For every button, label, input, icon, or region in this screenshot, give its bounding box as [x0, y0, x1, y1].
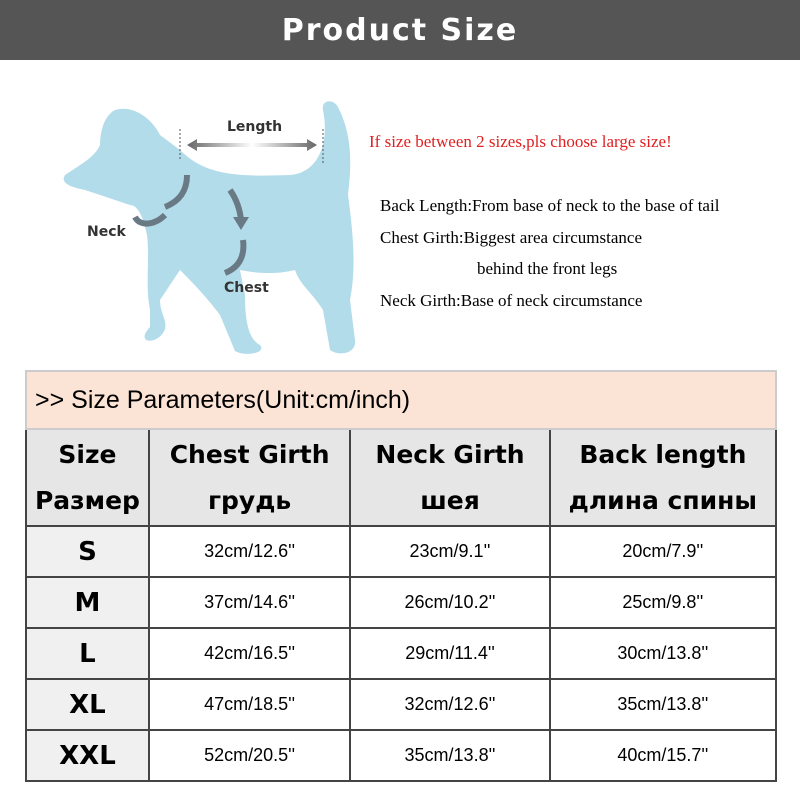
table-row: M 37cm/14.6'' 26cm/10.2'' 25cm/9.8'' [25, 576, 778, 629]
header-size: Size Размер [25, 428, 150, 527]
length-label: Length [227, 119, 283, 135]
size-cell: XL [25, 678, 150, 731]
back-length-description: Back Length:From base of neck to the bas… [380, 196, 720, 215]
page-title: Product Size [0, 0, 800, 60]
table-header-row: Size Размер Chest Girth грудь Neck Girth ше… [25, 428, 778, 527]
chest-girth-cell: 42cm/16.5'' [147, 627, 352, 680]
size-notice: If size between 2 sizes,pls choose large… [369, 132, 672, 151]
table-row: XXL 52cm/20.5'' 35cm/13.8'' 40cm/15.7'' [25, 729, 778, 782]
size-table: >> Size Parameters(Unit:cm/inch) Size Раз… [25, 370, 778, 782]
neck-arrow-icon [163, 174, 190, 210]
back-length-cell: 40cm/15.7'' [548, 729, 778, 782]
length-arrow-icon [187, 139, 317, 151]
neck-girth-cell: 26cm/10.2'' [349, 576, 551, 629]
neck-label: Neck [87, 224, 126, 240]
chest-girth-description: Chest Girth:Biggest area circumstance [380, 228, 642, 247]
chest-girth-cell: 47cm/18.5'' [147, 678, 352, 731]
neck-girth-cell: 23cm/9.1'' [349, 525, 551, 578]
neck-girth-cell: 32cm/12.6'' [349, 678, 551, 731]
back-length-cell: 30cm/13.8'' [548, 627, 778, 680]
back-length-cell: 35cm/13.8'' [548, 678, 778, 731]
neck-girth-description: Neck Girth:Base of neck circumstance [380, 291, 643, 310]
header-back-length: Back length длина спины [548, 428, 778, 527]
back-length-cell: 20cm/7.9'' [548, 525, 778, 578]
dog-silhouette [63, 101, 356, 354]
size-parameters-banner: >> Size Parameters(Unit:cm/inch) [25, 370, 777, 430]
header-neck-girth: Neck Girth шея [349, 428, 551, 527]
table-row: L 42cm/16.5'' 29cm/11.4'' 30cm/13.8'' [25, 627, 778, 680]
neck-girth-cell: 35cm/13.8'' [349, 729, 551, 782]
size-cell: XXL [25, 729, 150, 782]
neck-girth-cell: 29cm/11.4'' [349, 627, 551, 680]
header-chest-girth: Chest Girth грудь [147, 428, 352, 527]
size-cell: L [25, 627, 150, 680]
size-cell: S [25, 525, 150, 578]
chest-girth-description-cont: behind the front legs [477, 259, 618, 278]
table-row: XL 47cm/18.5'' 32cm/12.6'' 35cm/13.8'' [25, 678, 778, 731]
back-length-cell: 25cm/9.8'' [548, 576, 778, 629]
chest-label: Chest [224, 280, 269, 296]
table-row: S 32cm/12.6'' 23cm/9.1'' 20cm/7.9'' [25, 525, 778, 578]
chest-girth-cell: 52cm/20.5'' [147, 729, 352, 782]
chest-girth-cell: 37cm/14.6'' [147, 576, 352, 629]
dog-measurement-illustration [63, 101, 356, 354]
size-cell: M [25, 576, 150, 629]
chest-girth-cell: 32cm/12.6'' [147, 525, 352, 578]
